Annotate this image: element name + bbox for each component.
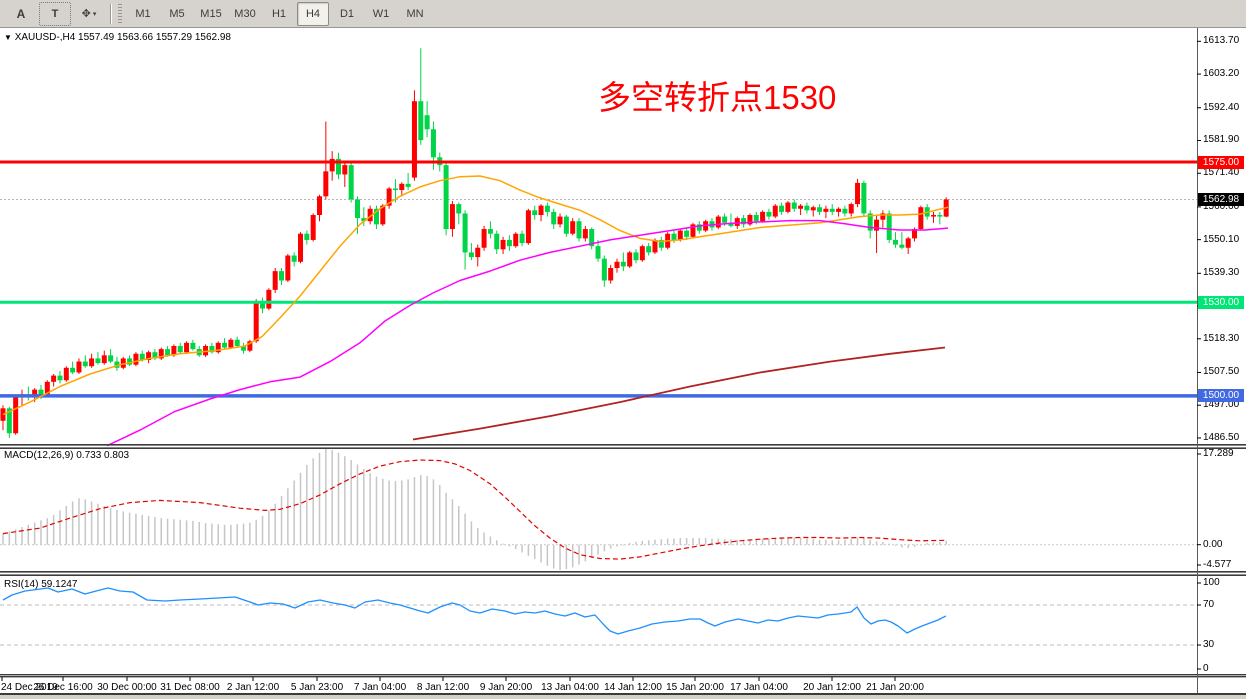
- time-axis-label: 15 Jan 20:00: [666, 682, 724, 693]
- time-axis-label: 7 Jan 04:00: [353, 682, 407, 693]
- price-axis-label: 1550.10: [1203, 233, 1240, 245]
- time-axis-label: 26 Dec 16:00: [33, 682, 93, 693]
- macd-indicator-label: MACD(12,26,9) 0.733 0.803: [4, 450, 130, 461]
- macd-axis-label: -4.577: [1203, 559, 1232, 570]
- price-axis-label: 1539.30: [1203, 267, 1240, 279]
- time-axis-label: 14 Jan 12:00: [604, 682, 662, 693]
- price-badge-1530-00: 1530.00: [1198, 295, 1244, 309]
- collapse-triangle-icon[interactable]: ▼: [4, 33, 12, 42]
- timeframe-M1-button[interactable]: M1: [135, 7, 151, 20]
- price-axis-label: 1571.40: [1203, 167, 1240, 179]
- time-axis-label: 20 Jan 12:00: [803, 682, 861, 693]
- time-axis-label: 21 Jan 20:00: [866, 682, 924, 693]
- toolbar-grip-handle[interactable]: [118, 3, 122, 24]
- timeframe-H4-button[interactable]: H4: [297, 1, 329, 26]
- rsi-indicator-label: RSI(14) 59.1247: [4, 579, 78, 590]
- time-axis-label: 5 Jan 23:00: [290, 682, 344, 693]
- price-axis-label: 1603.20: [1203, 68, 1240, 80]
- price-axis-label: 1518.30: [1203, 332, 1240, 344]
- timeframe-MN-button[interactable]: MN: [406, 7, 424, 20]
- time-axis-label: 24 Dec 2019: [1, 682, 58, 693]
- symbol-ohlc-text: XAUUSD-,H4 1557.49 1563.66 1557.29 1562.…: [14, 32, 231, 43]
- price-axis-label: 1507.50: [1203, 366, 1240, 378]
- price-axis-label: 1497.00: [1203, 399, 1240, 411]
- price-axis-label: 1592.40: [1203, 101, 1240, 113]
- time-axis-label: 31 Dec 08:00: [160, 682, 220, 693]
- time-axis-label: 9 Jan 20:00: [479, 682, 533, 693]
- macd-axis-label: 17.289: [1203, 448, 1234, 459]
- time-axis-label: 17 Jan 04:00: [730, 682, 788, 693]
- chart-annotation-text: 多空转折点1530: [598, 79, 837, 116]
- time-axis-label: 30 Dec 00:00: [97, 682, 157, 693]
- rsi-axis-label: 30: [1203, 639, 1215, 650]
- price-badge-1500-00: 1500.00: [1198, 389, 1244, 403]
- rsi-axis-label: 100: [1203, 577, 1220, 588]
- timeframe-H1-button[interactable]: H1: [271, 7, 287, 20]
- price-axis-label: 1486.50: [1203, 431, 1240, 443]
- text-tool-button[interactable]: T: [39, 1, 71, 26]
- toolbar-separator: [110, 3, 112, 24]
- price-axis-label: 1560.60: [1203, 200, 1240, 212]
- macd-axis-label: 0.00: [1203, 538, 1223, 550]
- timeframe-M15-button[interactable]: M15: [200, 7, 222, 20]
- timeframe-W1-button[interactable]: W1: [372, 7, 390, 20]
- rsi-axis-label: 70: [1203, 599, 1215, 610]
- time-axis-label: 8 Jan 12:00: [416, 682, 470, 693]
- timeframe-D1-button[interactable]: D1: [339, 7, 355, 20]
- price-axis-label: 1613.70: [1203, 35, 1240, 47]
- timeframe-M5-button[interactable]: M5: [169, 7, 185, 20]
- symbol-ohlc-line[interactable]: ▼ XAUUSD-,H4 1557.49 1563.66 1557.29 156…: [4, 32, 231, 43]
- price-badge-1562-98: 1562.98: [1198, 192, 1244, 206]
- font-tool-button[interactable]: A: [16, 6, 26, 21]
- dropdown-caret-icon: ▾: [92, 10, 97, 18]
- price-axis-label: 1581.90: [1203, 134, 1240, 146]
- time-axis-label: 2 Jan 12:00: [226, 682, 280, 693]
- timeframe-M30-button[interactable]: M30: [234, 7, 256, 20]
- time-axis-label: 13 Jan 04:00: [541, 682, 599, 693]
- rsi-axis-label: 0: [1203, 663, 1209, 674]
- price-badge-1575-00: 1575.00: [1198, 155, 1244, 169]
- cursor-tool-button[interactable]: ✥ ▾: [81, 8, 97, 20]
- chart-toolbar: A T ✥ ▾ M1 M5 M15 M30 H1 H4 D1 W1 MN: [0, 0, 1246, 28]
